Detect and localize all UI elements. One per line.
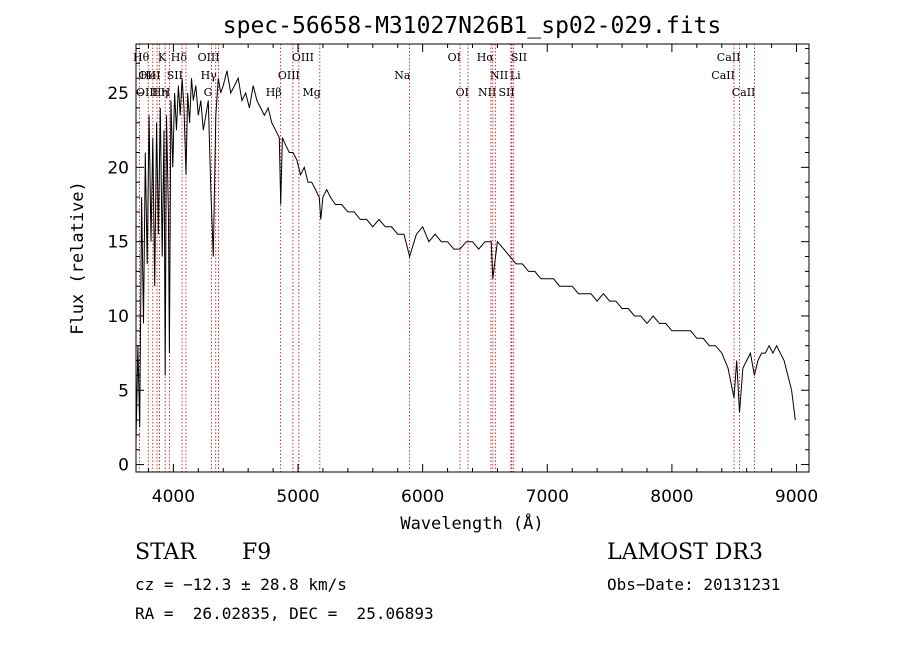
y-tick-label: 15: [107, 233, 129, 253]
x-axis: 4000 5000 6000 7000 8000 9000: [147, 44, 818, 507]
spectral-line-label: Hγ: [201, 69, 218, 82]
spectral-line-label: H: [161, 86, 171, 99]
spectral-line-label: Mg: [303, 86, 321, 99]
spectral-line-label: NII: [490, 69, 508, 82]
spectral-line-label: Hβ: [266, 86, 282, 99]
y-tick-label: 20: [107, 158, 129, 178]
chart-title: spec-56658-M31027N26B1_sp02-029.fits: [223, 13, 722, 39]
spectral-line-label: K: [158, 51, 167, 64]
plot-frame: [135, 43, 810, 473]
y-tick-label: 25: [107, 84, 129, 104]
x-tick-label: 6000: [401, 487, 444, 507]
spectral-line-label: Li: [510, 69, 521, 82]
spectral-line-label: Hη: [152, 86, 168, 99]
y-axis: 0 5 10 15 20 25: [107, 47, 809, 476]
spectral-line-label: Hθ: [133, 51, 150, 64]
spectral-line-label: OIII: [136, 86, 158, 99]
spectral-line-label: CaII: [711, 69, 735, 82]
spectral-line-label: HeI: [140, 69, 160, 82]
survey-name: LAMOST DR3: [607, 540, 763, 565]
spectral-line-label: CaII: [732, 86, 756, 99]
spectral-line-label: Hα: [477, 51, 495, 64]
coordinates-readout: RA = 26.02835, DEC = 25.06893: [135, 604, 434, 623]
spectrum-series-line: [135, 70, 796, 443]
spectral-line-label: Hδ: [171, 51, 188, 64]
x-axis-label: Wavelength (Å): [400, 512, 543, 534]
x-tick-label: 5000: [276, 487, 319, 507]
spectral-line-label: OIII: [198, 51, 220, 64]
spectral-line-label: SII: [167, 69, 183, 82]
spectral-line-label: SII: [499, 86, 515, 99]
x-tick-label: 9000: [775, 487, 818, 507]
spectral-line-label: SII: [511, 51, 527, 64]
x-tick-label: 8000: [650, 487, 693, 507]
y-axis-label: Flux (relative): [68, 181, 88, 335]
y-tick-label: 10: [107, 307, 129, 327]
spectral-line-label: G: [204, 86, 213, 99]
y-tick-label: 5: [118, 381, 129, 401]
x-tick-label: 4000: [152, 487, 195, 507]
spectral-line-markers: [138, 44, 755, 472]
spectral-line-label: Na: [394, 69, 411, 82]
spectral-line-label: OI: [448, 51, 461, 64]
object-class: STAR: [135, 540, 196, 565]
object-subclass: F9: [242, 540, 272, 565]
spectral-line-label: OI: [456, 86, 469, 99]
redshift-readout: cz = −12.3 ± 28.8 km/s: [135, 575, 347, 594]
observation-date: Obs−Date: 20131231: [607, 575, 781, 594]
spectral-line-label: OIII: [278, 69, 300, 82]
spectral-line-label: OIII: [292, 51, 314, 64]
y-tick-label: 0: [118, 456, 129, 476]
spectral-line-label: CaII: [717, 51, 741, 64]
spectral-line-label: OII: [138, 69, 156, 82]
spectral-line-label: NII: [478, 86, 496, 99]
x-tick-label: 7000: [526, 487, 569, 507]
